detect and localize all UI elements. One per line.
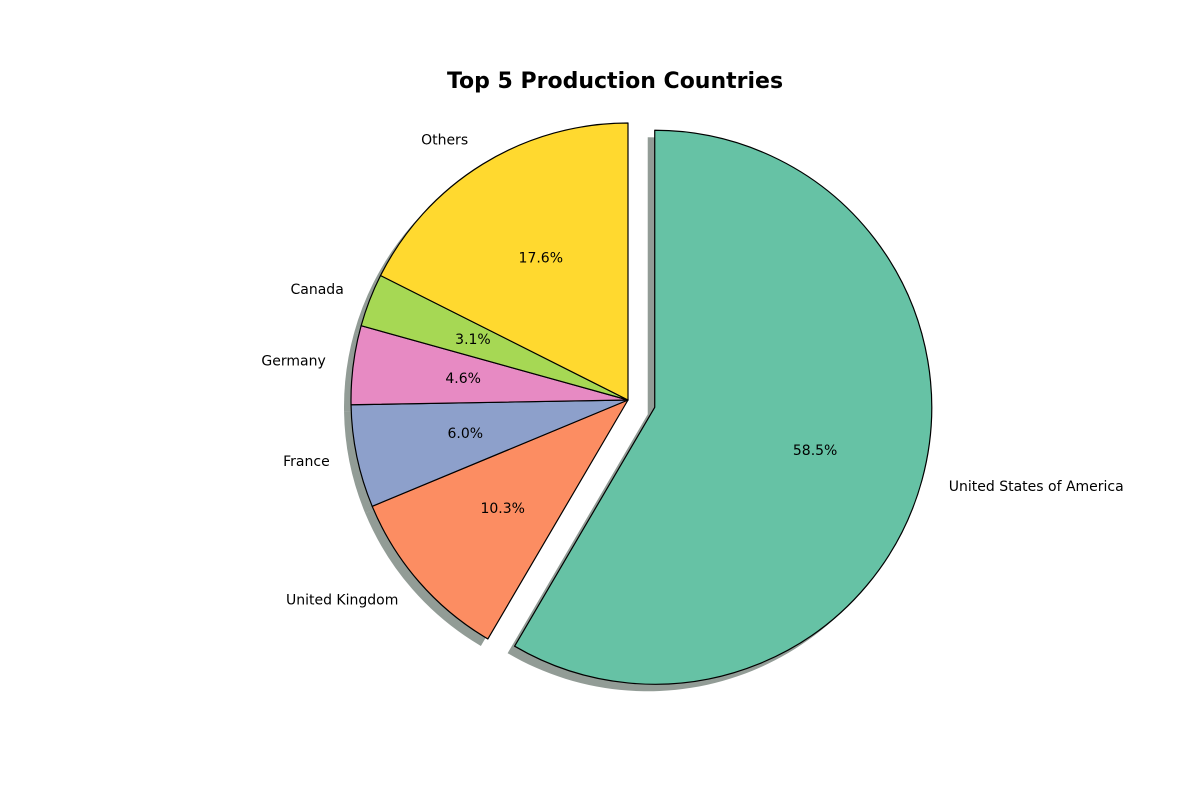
slice-percent-united-states-of-america: 58.5%: [793, 443, 837, 459]
pie-slice-united-states-of-america: [514, 129, 933, 685]
slice-percent-united-kingdom: 10.3%: [480, 501, 524, 517]
slice-label-others: Others: [421, 133, 468, 149]
slice-label-canada: Canada: [291, 282, 344, 298]
pie-slice-united-kingdom: [371, 399, 629, 640]
slice-label-germany: Germany: [261, 353, 325, 369]
pie-labels: United States of America 58.5% United King…: [261, 133, 1123, 609]
slice-percent-canada: 3.1%: [455, 332, 491, 348]
slice-label-united-kingdom: United Kingdom: [286, 592, 398, 608]
slice-label-united-states-of-america: United States of America: [949, 479, 1124, 495]
slice-percent-france: 6.0%: [448, 426, 484, 442]
chart-title: Top 5 Production Countries: [447, 69, 783, 94]
pie-slices: [350, 122, 933, 685]
slice-label-france: France: [283, 454, 330, 470]
pie-slice-others: [379, 122, 629, 401]
slice-percent-germany: 4.6%: [445, 371, 481, 387]
slice-percent-others: 17.6%: [519, 251, 563, 267]
